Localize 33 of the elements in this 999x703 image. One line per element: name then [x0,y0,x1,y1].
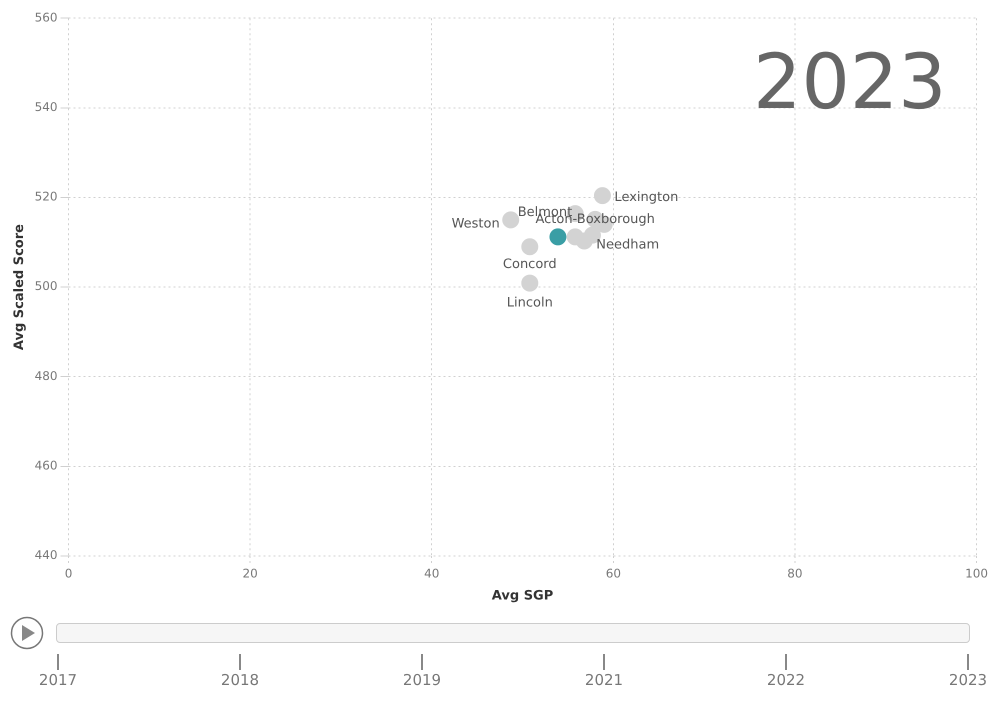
series-label: Lincoln [506,295,553,310]
series-label: Weston [452,216,500,232]
series-label: Lexington [614,190,678,206]
text: 2022 [766,671,806,689]
text: 2017 [38,671,78,689]
y-tick-label: 460 [34,458,58,472]
y-tick-label: 500 [34,279,58,294]
point [576,232,593,250]
x-tick-label: 0 [64,566,72,580]
y-tick-label: 560 [34,10,58,24]
x-tick-label: 60 [606,566,621,580]
series-label: Needham [596,237,660,252]
x-tick-label: 20 [242,566,258,580]
point [521,238,538,256]
x-axis-title: Avg SGP [492,588,554,604]
text: 2023 [948,671,988,689]
x-tick-label: 40 [424,566,440,580]
text: 2018 [220,671,260,689]
series-label: Concord [502,257,557,272]
x-tick-label: 80 [787,566,803,580]
text: 2019 [402,671,442,689]
point [521,274,538,292]
text: 2021 [584,671,624,689]
y-tick-label: 520 [34,190,58,204]
y-tick-label: 440 [34,548,58,562]
y-axis-title: Avg Scaled Score [12,224,28,350]
y-tick-label: 540 [34,100,58,114]
point [594,187,611,204]
point [549,228,566,246]
y-tick-label: 480 [34,368,58,383]
x-tick-label: 100 [965,566,988,580]
point [502,211,520,228]
annotation: 2023 [753,37,947,126]
